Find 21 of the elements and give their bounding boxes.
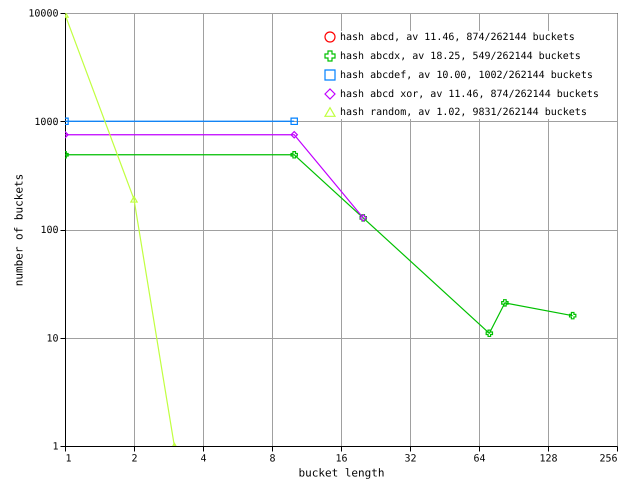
y-tick-label: 1000 bbox=[34, 116, 58, 128]
legend-label: hash random, av 1.02, 9831/262144 buckets bbox=[340, 107, 587, 118]
x-tick-label: 4 bbox=[200, 454, 207, 464]
x-tick-label: 16 bbox=[335, 454, 348, 464]
x-tick-label: 32 bbox=[404, 454, 417, 464]
legend-label: hash abcd, av 11.46, 874/262144 buckets bbox=[340, 32, 575, 43]
x-axis-title: bucket length bbox=[298, 466, 385, 480]
x-tick-label: 8 bbox=[269, 454, 276, 464]
y-axis-title: number of buckets bbox=[12, 174, 26, 286]
x-tick-label: 1 bbox=[66, 454, 72, 464]
x-tick-label: 2 bbox=[131, 454, 138, 464]
legend-label: hash abcdef, av 10.00, 1002/262144 buckets bbox=[340, 70, 593, 81]
x-tick-label: 64 bbox=[473, 454, 486, 464]
x-tick-label: 256 bbox=[599, 454, 618, 464]
y-tick-label: 1 bbox=[52, 442, 58, 452]
legend-label: hash abcd xor, av 11.46, 874/262144 buckets bbox=[340, 89, 599, 100]
x-tick-label: 128 bbox=[539, 454, 558, 464]
y-tick-label: 10 bbox=[46, 333, 58, 344]
y-tick-label: 100 bbox=[40, 225, 58, 236]
legend-label: hash abcdx, av 18.25, 549/262144 buckets bbox=[340, 51, 581, 62]
y-tick-label: 10000 bbox=[28, 8, 58, 20]
